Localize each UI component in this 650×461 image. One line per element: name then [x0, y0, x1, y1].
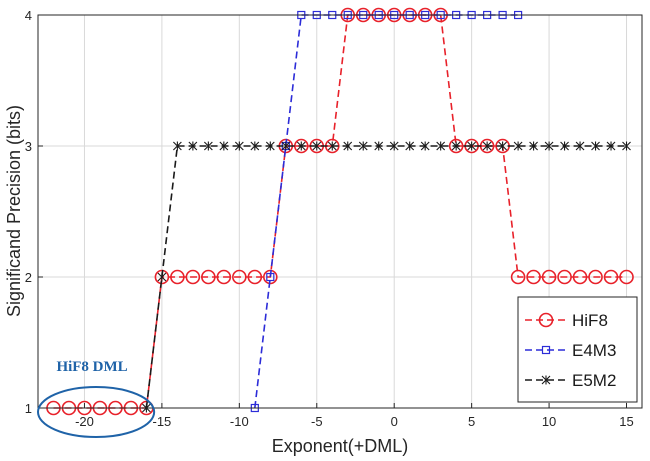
- e5m2-point: [157, 272, 167, 282]
- e5m2-point: [203, 141, 213, 151]
- x-tick-label: -10: [230, 414, 249, 429]
- plot-frame: [37, 14, 643, 409]
- hif8-point: [557, 269, 572, 285]
- y-tick-label: 3: [25, 139, 32, 154]
- e5m2-point: [606, 141, 616, 151]
- e5m2-point: [250, 141, 260, 151]
- hif8-point: [541, 269, 557, 285]
- e4m3-point: [266, 272, 275, 282]
- x-axis-label: Exponent(+DML): [272, 436, 409, 456]
- hif8-point: [448, 138, 464, 154]
- legend-label-e4m3: E4M3: [572, 341, 616, 360]
- hif8-point: [510, 269, 526, 285]
- x-tick-label: 15: [619, 414, 633, 429]
- e5m2-point: [498, 141, 508, 151]
- hif8-point: [619, 269, 634, 285]
- y-tick-label: 4: [25, 8, 32, 23]
- legend-label-hif8: HiF8: [572, 311, 608, 330]
- e5m2-line: [145, 145, 627, 409]
- x-tick-label: 10: [542, 414, 556, 429]
- y-tick-label: 1: [25, 401, 32, 416]
- e5m2-point: [544, 141, 554, 151]
- x-tick-label: 5: [468, 414, 475, 429]
- hif8-point: [588, 269, 603, 285]
- e5m2-point: [327, 141, 337, 151]
- x-tick-label: -15: [152, 414, 171, 429]
- hif8-point: [603, 269, 619, 285]
- hif8-point: [216, 269, 232, 285]
- dml-annotation: HiF8 DML: [36, 359, 156, 438]
- tick-labels: -20 -15 -10 -5 0 5 10 15 1 2 3 4: [25, 8, 634, 429]
- hif8-point: [247, 269, 263, 285]
- e5m2-point: [575, 141, 585, 151]
- e5m2-point: [188, 141, 198, 151]
- e5m2-point: [420, 141, 430, 151]
- legend-label-e5m2: E5M2: [572, 371, 616, 390]
- y-tick-label: 2: [25, 270, 32, 285]
- e5m2-point: [560, 141, 569, 151]
- hif8-point: [572, 269, 588, 285]
- e5m2-point: [451, 141, 461, 151]
- e5m2-point: [265, 141, 275, 151]
- dml-ellipse: [36, 386, 156, 438]
- e5m2-point: [281, 141, 291, 151]
- e5m2-point: [172, 141, 182, 151]
- legend-marker-e4m3: [541, 345, 551, 355]
- dml-annotation-label: HiF8 DML: [56, 359, 127, 375]
- e5m2-point: [296, 141, 306, 151]
- hif8-line: [53, 14, 627, 409]
- e5m2-point: [219, 141, 229, 151]
- e5m2-point: [374, 141, 384, 151]
- e5m2-point: [343, 141, 353, 151]
- hif8-point: [232, 269, 247, 285]
- hif8-point: [201, 269, 216, 285]
- e5m2-point: [513, 141, 523, 151]
- e5m2-point: [389, 141, 399, 151]
- e5m2-point: [312, 141, 322, 151]
- e5m2-point: [467, 141, 477, 151]
- legend-marker-e5m2: [541, 375, 551, 385]
- e5m2-point: [529, 141, 538, 151]
- x-tick-label: 0: [391, 414, 398, 429]
- e5m2-point: [436, 141, 446, 151]
- hif8-point: [170, 269, 185, 285]
- e5m2-point: [405, 141, 415, 151]
- y-axis-label: Significand Precision (bits): [4, 105, 24, 317]
- e5m2-point: [234, 141, 244, 151]
- legend-marker-hif8: [538, 312, 554, 328]
- e5m2-point: [482, 141, 492, 151]
- hif8-point: [526, 269, 541, 285]
- series-e5m2: [142, 141, 631, 413]
- x-tick-label: -20: [75, 414, 94, 429]
- e5m2-point: [622, 141, 631, 151]
- hif8-point: [293, 138, 309, 154]
- x-tick-label: -5: [311, 414, 323, 429]
- hif8-point: [185, 269, 201, 285]
- e5m2-point: [591, 141, 600, 151]
- legend: HiF8 E4M3 E5M2: [517, 296, 638, 403]
- e5m2-point: [358, 141, 368, 151]
